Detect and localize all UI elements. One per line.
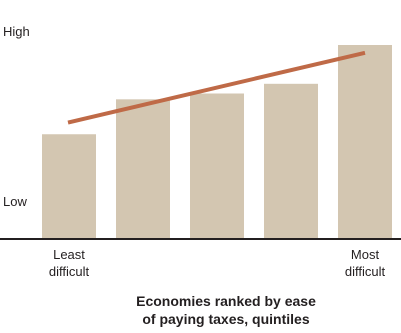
trend-line (67, 50, 366, 125)
bar-3 (190, 93, 244, 239)
y-label-high: High (3, 24, 30, 39)
x-axis-label-line-2: of paying taxes, quintiles (142, 311, 309, 327)
category-labels: Least difficult Most difficult (49, 247, 386, 279)
bar-4 (264, 83, 318, 239)
category-label-5-line-1: Most (351, 247, 380, 262)
category-label-1-line-2: difficult (49, 264, 90, 279)
bars-layer (42, 45, 392, 239)
category-label-1-line-1: Least (53, 247, 85, 262)
bar-2 (116, 99, 170, 239)
x-axis-label-line-1: Economies ranked by ease (136, 293, 316, 309)
bar-1 (42, 134, 96, 239)
category-label-5-line-2: difficult (345, 264, 386, 279)
trend-layer (67, 50, 366, 125)
y-label-low: Low (3, 194, 27, 209)
bar-5 (338, 45, 392, 239)
